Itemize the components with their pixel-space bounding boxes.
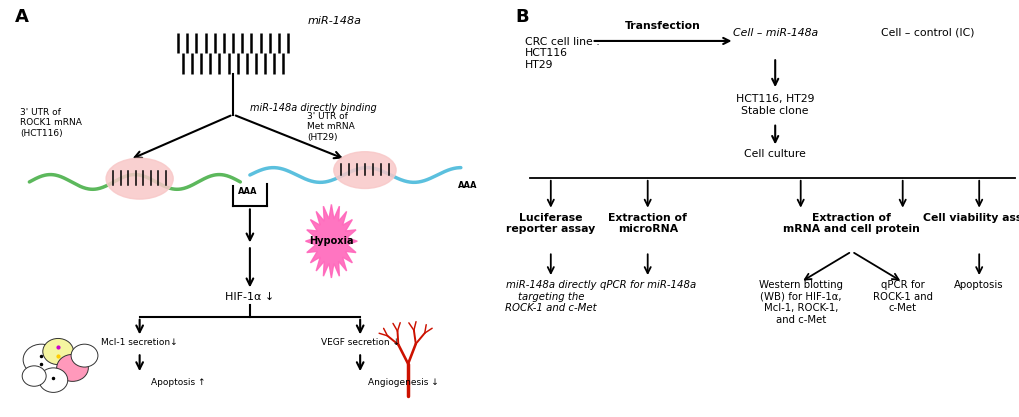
Text: miR-148a directly binding: miR-148a directly binding: [250, 103, 376, 113]
Circle shape: [23, 344, 59, 375]
Text: Cell culture: Cell culture: [744, 149, 805, 159]
Text: qPCR for
ROCK-1 and
c-Met: qPCR for ROCK-1 and c-Met: [872, 280, 931, 313]
Text: A: A: [15, 8, 29, 26]
Text: Western blotting
(WB) for HIF-1α,
Mcl-1, ROCK-1,
and c-Met: Western blotting (WB) for HIF-1α, Mcl-1,…: [758, 280, 842, 325]
Text: Cell – miR-148a: Cell – miR-148a: [732, 28, 817, 38]
Text: Apoptosis ↑: Apoptosis ↑: [151, 378, 205, 387]
Text: AAA: AAA: [237, 187, 257, 196]
Text: miR-148a directly
targeting the
ROCK-1 and c-Met: miR-148a directly targeting the ROCK-1 a…: [504, 280, 596, 313]
Ellipse shape: [333, 152, 395, 188]
Text: Extraction of
mRNA and cell protein: Extraction of mRNA and cell protein: [783, 213, 919, 234]
Text: Cell – control (IC): Cell – control (IC): [880, 28, 974, 38]
Text: Apoptosis: Apoptosis: [954, 280, 1003, 290]
Circle shape: [57, 354, 89, 382]
Text: Extraction of
microRNA: Extraction of microRNA: [607, 213, 687, 234]
Text: qPCR for miR-148a: qPCR for miR-148a: [599, 280, 695, 290]
Text: HCT116, HT29
Stable clone: HCT116, HT29 Stable clone: [736, 94, 813, 116]
Text: miR-148a: miR-148a: [307, 16, 361, 26]
Circle shape: [39, 368, 67, 392]
Circle shape: [71, 344, 98, 367]
Text: HIF-1α ↓: HIF-1α ↓: [225, 292, 274, 302]
Circle shape: [43, 339, 73, 364]
Text: Cell viability assay: Cell viability assay: [921, 213, 1019, 223]
Text: Mcl-1 secretion↓: Mcl-1 secretion↓: [101, 339, 177, 347]
Text: Luciferase
reporter assay: Luciferase reporter assay: [505, 213, 595, 234]
Text: Hypoxia: Hypoxia: [309, 236, 354, 246]
Text: VEGF secretion ↓: VEGF secretion ↓: [320, 339, 399, 347]
Ellipse shape: [106, 158, 173, 199]
Circle shape: [22, 366, 46, 386]
Text: Transfection: Transfection: [625, 21, 700, 31]
Text: CRC cell line :
HCT116
HT29: CRC cell line : HCT116 HT29: [525, 37, 599, 70]
Text: B: B: [515, 8, 528, 26]
Text: Angiogenesis ↓: Angiogenesis ↓: [368, 378, 438, 387]
Polygon shape: [306, 204, 357, 278]
Text: AAA: AAA: [458, 181, 478, 190]
Text: 3' UTR of
ROCK1 mRNA
(HCT116): 3' UTR of ROCK1 mRNA (HCT116): [19, 108, 82, 138]
Text: 3' UTR of
Met mRNA
(HT29): 3' UTR of Met mRNA (HT29): [307, 112, 355, 142]
